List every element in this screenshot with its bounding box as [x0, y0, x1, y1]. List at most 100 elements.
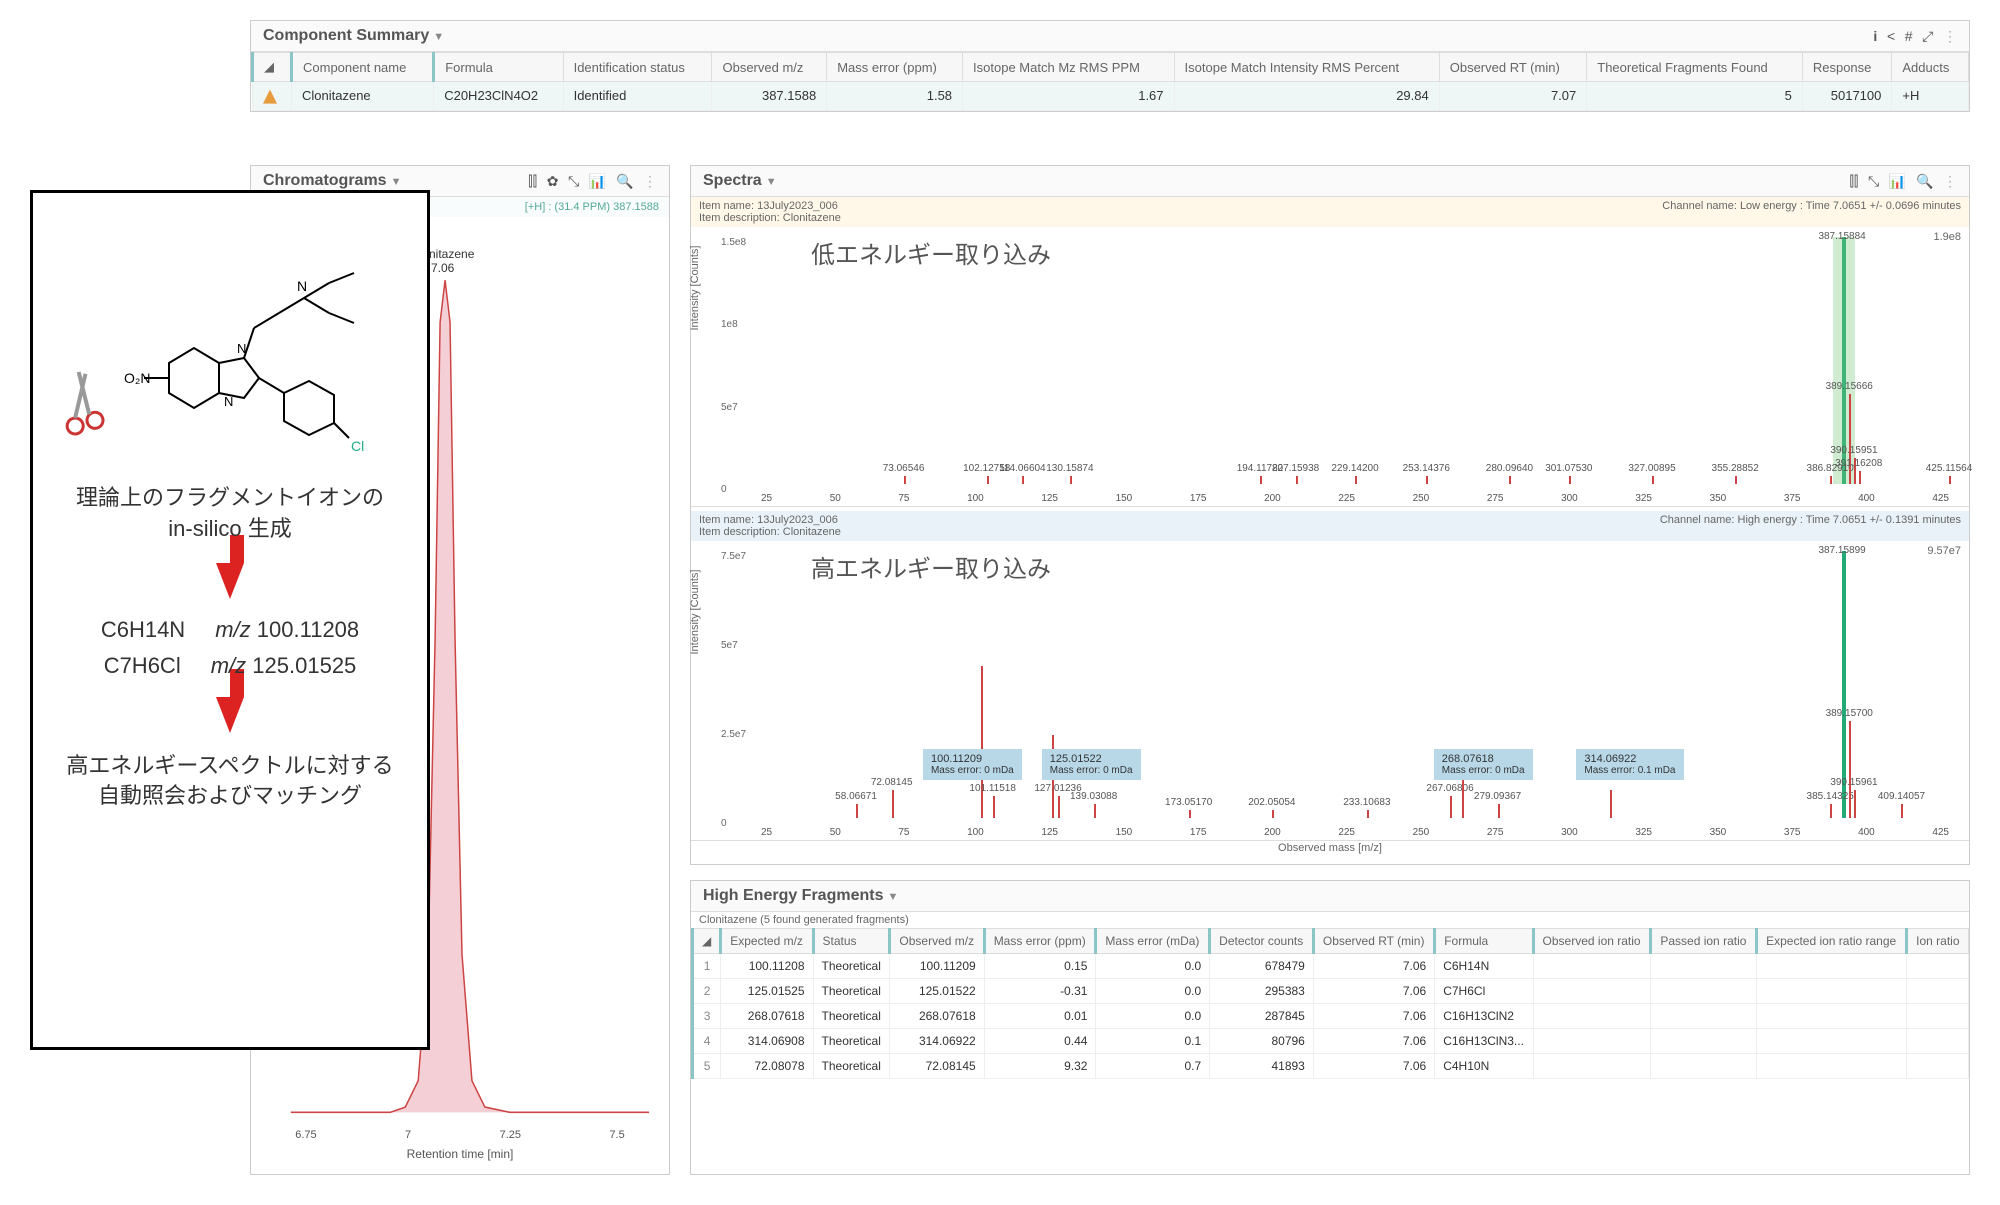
search-icon[interactable]: 🔍: [1916, 173, 1933, 189]
col-name[interactable]: Component name: [292, 53, 434, 82]
cell-formula: C20H23ClN4O2: [434, 82, 563, 111]
ytick: 5e7: [721, 640, 738, 651]
more-icon[interactable]: ⋮: [1943, 28, 1957, 44]
peak-label: 390.15961: [1830, 777, 1877, 788]
fragment-annotation[interactable]: 100.11209Mass error: 0 mDa: [923, 749, 1022, 780]
svg-text:N: N: [237, 341, 246, 356]
frags-title: High Energy Fragments: [703, 887, 883, 904]
high-jp-title: 高エネルギー取り込み: [811, 549, 1051, 584]
ytick: 5e7: [721, 402, 738, 413]
ms-peak: [1830, 476, 1832, 484]
chevron-down-icon[interactable]: ▼: [391, 176, 402, 188]
peak-label: 267.06806: [1426, 783, 1473, 794]
peak-label: 253.14376: [1403, 463, 1450, 474]
plot-icon[interactable]: 📊: [1889, 173, 1906, 189]
more-icon[interactable]: ⋮: [643, 173, 657, 189]
summary-header: Component Summary▼ i < # ⤢ ⋮: [251, 21, 1969, 52]
ms-peak: [1272, 810, 1274, 818]
peak-label: 280.09640: [1486, 463, 1533, 474]
low-yaxis: Intensity [Counts]: [689, 245, 701, 330]
search-icon[interactable]: 🔍: [616, 173, 633, 189]
warning-icon: [263, 90, 277, 104]
chart-icon[interactable]: ⫿⫿: [528, 173, 537, 189]
ion-line-2: C7H6Cl m/z 125.01525: [49, 653, 411, 679]
hash-icon[interactable]: #: [1905, 28, 1913, 44]
fragment-row[interactable]: 2125.01525Theoretical125.01522-0.310.029…: [693, 979, 1969, 1004]
chart-icon[interactable]: ⫿⫿: [1849, 173, 1858, 189]
fragment-row[interactable]: 3268.07618Theoretical268.076180.010.0287…: [693, 1004, 1969, 1029]
ms-peak: [1949, 476, 1951, 484]
ms-peak: [1830, 804, 1832, 818]
peak-label: 390.15951: [1830, 445, 1877, 456]
col-frags[interactable]: Theoretical Fragments Found: [1587, 53, 1803, 82]
peak-label: 114.06604: [999, 463, 1046, 474]
svg-text:Cl: Cl: [351, 438, 364, 454]
chrom-xaxis-title: Retention time [min]: [251, 1147, 669, 1161]
cell-mz: 387.1588: [712, 82, 827, 111]
chevron-down-icon[interactable]: ▼: [433, 31, 444, 43]
high-ymax: 9.57e7: [1927, 545, 1961, 557]
ms-peak: [1849, 721, 1851, 818]
ms-peak: [892, 790, 894, 818]
col-status[interactable]: Identification status: [563, 53, 712, 82]
peak-label: 391.16208: [1835, 458, 1882, 469]
peak-label: 202.05054: [1248, 797, 1295, 808]
ms-peak: [1735, 476, 1737, 484]
low-spectrum-plot[interactable]: 低エネルギー取り込み 1.9e8 Intensity [Counts] 387.…: [691, 227, 1969, 507]
cell-iso-mz: 1.67: [963, 82, 1174, 111]
ms-peak: [993, 796, 995, 818]
peak-label: 385.14325: [1807, 791, 1854, 802]
col-rt[interactable]: Observed RT (min): [1439, 53, 1587, 82]
high-yaxis: Intensity [Counts]: [689, 569, 701, 654]
peak-label: 409.14057: [1878, 791, 1925, 802]
ms-peak: [1296, 476, 1298, 484]
spec-xaxis-title: Observed mass [m/z]: [691, 842, 1969, 854]
col-response[interactable]: Response: [1802, 53, 1892, 82]
col-iso-mz[interactable]: Isotope Match Mz RMS PPM: [963, 53, 1174, 82]
share-icon[interactable]: <: [1887, 28, 1895, 44]
ms-peak: [1509, 476, 1511, 484]
peak-label: 355.28852: [1712, 463, 1759, 474]
peak-label: 173.05170: [1165, 797, 1212, 808]
col-adducts[interactable]: Adducts: [1892, 53, 1969, 82]
peak-label: 387.15884: [1818, 231, 1865, 242]
overlay-text-2: 高エネルギースペクトルに対する 自動照会およびマッチング: [49, 751, 411, 813]
summary-row[interactable]: Clonitazene C20H23ClN4O2 Identified 387.…: [253, 82, 1969, 111]
fragment-row[interactable]: 572.08078Theoretical72.081459.320.741893…: [693, 1054, 1969, 1079]
col-ppm[interactable]: Mass error (ppm): [827, 53, 963, 82]
more-icon[interactable]: ⋮: [1943, 173, 1957, 189]
high-spectrum-plot[interactable]: 高エネルギー取り込み 9.57e7 Intensity [Counts] Obs…: [691, 541, 1969, 841]
ms-peak: [1859, 471, 1861, 484]
info-icon[interactable]: i: [1873, 28, 1877, 44]
svg-text:O₂N: O₂N: [124, 370, 150, 386]
ytick: 0: [721, 818, 727, 829]
fragments-panel: High Energy Fragments▼ Clonitazene (5 fo…: [690, 880, 1970, 1175]
cell-iso-int: 29.84: [1174, 82, 1439, 111]
fragment-row[interactable]: 1100.11208Theoretical100.112090.150.0678…: [693, 954, 1969, 979]
fragment-annotation[interactable]: 314.06922Mass error: 0.1 mDa: [1576, 749, 1683, 780]
col-formula[interactable]: Formula: [434, 53, 563, 82]
low-channel: Channel name: Low energy : Time 7.0651 +…: [1662, 200, 1961, 224]
ms-peak: [904, 476, 906, 484]
component-summary-panel: Component Summary▼ i < # ⤢ ⋮ ◢ Component…: [250, 20, 1970, 112]
chrom-toolbar: ⫿⫿ ✿ ⤡ 📊 🔍 ⋮: [522, 173, 657, 190]
axis-icon[interactable]: ⤡: [1868, 173, 1879, 189]
fragment-annotation[interactable]: 268.07618Mass error: 0 mDa: [1434, 749, 1533, 780]
col-iso-int[interactable]: Isotope Match Intensity RMS Percent: [1174, 53, 1439, 82]
chevron-down-icon[interactable]: ▼: [887, 891, 898, 903]
peak-label: 233.10683: [1343, 797, 1390, 808]
chevron-down-icon[interactable]: ▼: [766, 176, 777, 188]
fragment-row[interactable]: 4314.06908Theoretical314.069220.440.1807…: [693, 1029, 1969, 1054]
ms-peak: [1610, 790, 1612, 818]
fragment-annotation[interactable]: 125.01522Mass error: 0 mDa: [1042, 749, 1141, 780]
ms-peak: [1070, 476, 1072, 484]
col-mz[interactable]: Observed m/z: [712, 53, 827, 82]
ms-peak: [1849, 394, 1851, 484]
axis-icon[interactable]: ⤡: [568, 173, 579, 189]
ms-peak: [1094, 804, 1096, 818]
expand-icon[interactable]: ⤢: [1922, 28, 1933, 44]
low-ymax: 1.9e8: [1933, 231, 1961, 243]
ms-peak: [1854, 790, 1856, 818]
plot-icon[interactable]: 📊: [589, 173, 606, 189]
gear-icon[interactable]: ✿: [547, 173, 559, 189]
